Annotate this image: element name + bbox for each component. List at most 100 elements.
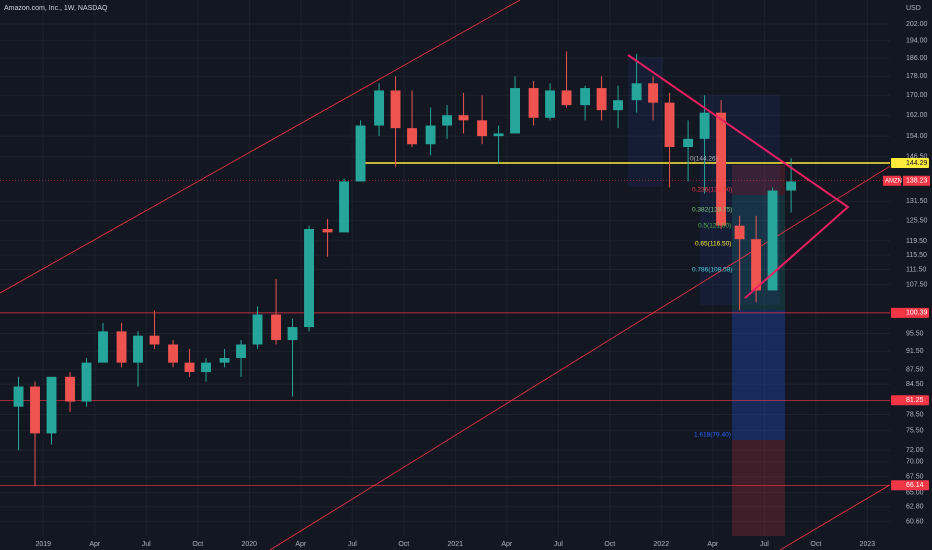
grid [0,0,890,536]
triangle-pattern [627,54,850,299]
fib-label: 0(144.26) [690,156,718,163]
candle-body [477,120,488,137]
y-tick-label: 186.00 [906,55,928,62]
price-tag [891,307,929,318]
x-tick-label: Oct [398,541,409,548]
candle-body [664,102,675,148]
x-tick-label: Jul [760,541,769,548]
symbol-tag [883,175,901,186]
x-tick-label: Jul [348,541,357,548]
candle-body [13,386,24,407]
x-tick-label: 2021 [448,541,464,548]
candle-body [322,228,333,233]
candle-body [30,386,40,434]
y-tick-label: 91.50 [906,348,924,355]
candle-body [561,90,572,106]
y-tick-label: 146.50 [906,154,928,161]
x-tick-label: 2019 [35,541,51,548]
candle-body [493,133,504,137]
candle-body [716,112,727,226]
x-tick-label: 2020 [241,541,257,548]
x-tick-label: Apr [295,541,307,548]
price-tag-label: 100.39 [906,310,928,317]
candle-body [734,225,745,240]
candle-body [458,115,469,121]
candle-body [442,115,453,126]
candle-body [236,344,246,359]
candle-body [596,88,607,111]
y-tick-label: 178.00 [906,73,928,80]
candle-body [767,190,778,291]
candle-body [252,314,263,345]
candle-body [528,88,539,118]
price-tag-label: 66.14 [906,482,924,489]
price-tag [891,158,929,169]
x-tick-label: Oct [604,541,615,548]
y-tick-label: 67.50 [906,474,924,481]
price-tag-label: 144.29 [906,160,928,167]
y-tick-label: 202.00 [906,21,928,28]
y-tick-label: 115.50 [906,252,927,259]
y-tick-label: 119.50 [906,238,927,245]
candle-body [65,376,75,402]
candle-body [355,125,366,182]
candle-body [149,335,160,345]
candle-body [98,331,108,363]
y-tick-label: 170.00 [906,92,928,99]
candle-body [271,314,282,341]
candle-body [168,344,178,363]
y-tick-label: 72.00 [906,447,924,454]
x-tick-label: Apr [89,541,101,548]
x-tick-label: Oct [810,541,821,548]
position-stop-2 [732,440,785,536]
currency: USD [906,5,921,12]
price-tag [903,175,930,186]
candle-body [201,362,211,373]
candle-body [425,125,436,145]
candle-body [133,335,143,363]
candle-body [510,88,520,134]
y-tick-label: 75.50 [906,427,924,434]
candle-body [613,100,623,111]
candle-body [699,112,710,139]
candle-body [287,327,298,341]
price-tag-label: 138.23 [906,178,928,185]
fib-label: 0.382(128.75) [692,207,732,214]
y-tick-label: 111.50 [906,266,926,273]
symbol-label: AMZN [885,178,902,184]
candle-body [580,88,591,106]
x-tick-label: 2023 [860,541,876,548]
y-tick-label: 194.00 [906,38,928,45]
candle-body [751,239,762,291]
y-tick-label: 95.50 [906,330,924,337]
price-tag [891,395,929,406]
x-tick-label: Jul [554,541,563,548]
position-target-2 [732,310,785,440]
y-tick-label: 131.50 [906,198,928,205]
candle-body [46,376,57,434]
y-tick-label: 65.00 [906,489,924,496]
price-tag [891,480,929,491]
y-tick-label: 78.50 [906,411,924,418]
candle-body [304,228,314,328]
x-tick-label: Apr [501,541,513,548]
candle-body [184,362,195,373]
x-tick-label: Oct [192,541,203,548]
y-tick-label: 107.50 [906,281,928,288]
fib-label: 0.65(116.50) [695,241,731,248]
y-tick-label: 125.50 [906,218,928,225]
candle-body [339,181,349,233]
x-tick-label: Jul [142,541,151,548]
candle-body [648,83,659,103]
range-box [628,57,663,187]
price-tag-label: 81.25 [906,397,924,404]
y-tick-label: 162.00 [906,112,928,119]
y-tick-label: 60.60 [906,518,924,525]
y-tick-label: 62.80 [906,504,924,511]
candle-body [374,90,385,126]
fib-label: 0.5(121.80) [698,223,731,230]
position-stop [732,165,785,195]
